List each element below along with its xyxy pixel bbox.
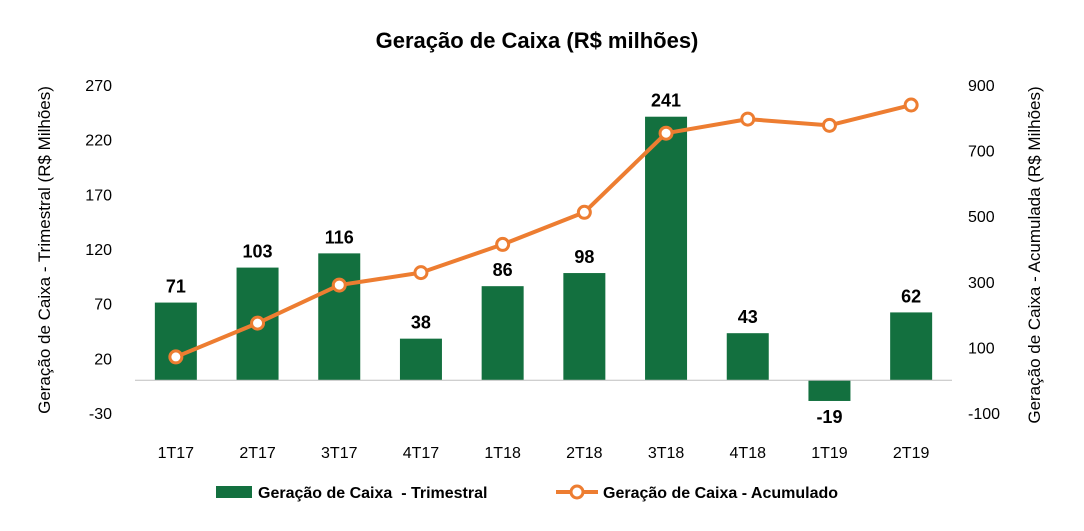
x-tick-label: 1T18 — [484, 445, 521, 462]
line-point — [821, 117, 837, 133]
bar — [481, 286, 524, 381]
bar-data-label: 116 — [325, 227, 354, 247]
bar-data-label: -19 — [816, 407, 842, 427]
accumulated-line — [175, 103, 912, 359]
bar — [726, 333, 769, 381]
x-tick-label: 2T17 — [239, 445, 276, 462]
line-point — [413, 265, 429, 281]
line-point — [740, 111, 756, 127]
x-tick-label: 2T19 — [893, 445, 930, 462]
line-series — [168, 97, 919, 365]
x-tick-label: 1T17 — [158, 445, 195, 462]
legend-marker-acumulado — [569, 484, 585, 500]
y-right-tick-label: 100 — [968, 340, 995, 357]
y-left-tick-label: 120 — [85, 242, 112, 259]
bar-data-label: 103 — [243, 242, 273, 262]
bar-data-label: 86 — [493, 260, 513, 280]
bar-data-label: 71 — [166, 277, 186, 297]
y-right-tick-label: -100 — [968, 406, 1000, 423]
bar — [154, 302, 197, 381]
bar-data-label: 98 — [574, 247, 594, 267]
y-left-tick-label: 170 — [85, 187, 112, 204]
chart-title: Geração de Caixa (R$ milhões) — [376, 28, 699, 53]
y-left-ticks: -30 20 70 120 170 220 270 — [85, 78, 112, 423]
line-point — [331, 277, 347, 293]
y-left-tick-label: 20 — [94, 351, 112, 368]
bar-series — [154, 116, 933, 401]
y-left-tick-label: 70 — [94, 297, 112, 314]
x-tick-label: 3T17 — [321, 445, 358, 462]
line-point — [168, 349, 184, 365]
bar — [318, 253, 361, 381]
bar-data-labels: 71 103 116 38 86 98 241 43 -19 62 — [166, 91, 921, 427]
bar-data-label: 38 — [411, 313, 431, 333]
y-left-tick-label: 220 — [85, 133, 112, 150]
bar-data-label: 62 — [901, 286, 921, 306]
x-ticks: 1T17 2T17 3T17 4T17 1T18 2T18 3T18 4T18 1T19 2T19 — [158, 445, 930, 462]
y-left-tick-label: 270 — [85, 78, 112, 95]
line-point — [495, 236, 511, 252]
line-point — [250, 315, 266, 331]
bar — [890, 312, 933, 381]
legend-swatch-trimestral — [216, 486, 252, 498]
bar — [399, 338, 442, 381]
legend-label-trimestral: Geração de Caixa - Trimestral — [258, 485, 487, 502]
line-point — [903, 97, 919, 113]
bar-data-label: 241 — [651, 91, 681, 111]
bar — [563, 273, 606, 381]
y-left-axis-label: Geração de Caixa - Trimestral (R$ Milhõe… — [35, 86, 54, 414]
legend-label-acumulado: Geração de Caixa - Acumulado — [603, 485, 838, 502]
bar-data-label: 43 — [738, 307, 758, 327]
x-tick-label: 1T19 — [811, 445, 848, 462]
x-tick-label: 2T18 — [566, 445, 603, 462]
legend: Geração de Caixa - Trimestral Geração de… — [216, 484, 838, 502]
bar — [808, 380, 851, 401]
y-right-tick-label: 300 — [968, 275, 995, 292]
x-tick-label: 3T18 — [648, 445, 685, 462]
y-right-tick-label: 500 — [968, 209, 995, 226]
y-right-ticks: -100 100 300 500 700 900 — [968, 78, 1000, 423]
line-point — [576, 204, 592, 220]
line-point — [658, 125, 674, 141]
bar — [645, 116, 688, 381]
y-left-tick-label: -30 — [89, 406, 112, 423]
y-right-tick-label: 700 — [968, 144, 995, 161]
y-right-axis-label: Geração de Caixa - Acumulada (R$ Milhões… — [1025, 86, 1044, 423]
x-tick-label: 4T17 — [403, 445, 440, 462]
x-tick-label: 4T18 — [730, 445, 767, 462]
y-right-tick-label: 900 — [968, 78, 995, 95]
